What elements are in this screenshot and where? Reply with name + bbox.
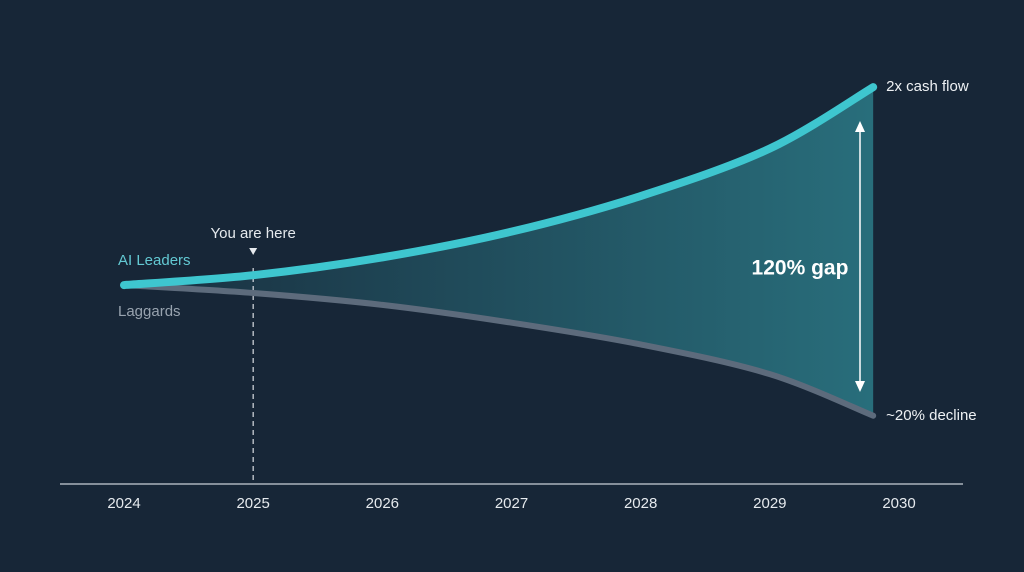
marker-arrow (249, 248, 258, 255)
x-tick-label: 2029 (753, 495, 786, 512)
gap-arrow-head (855, 121, 865, 132)
gap-label: 120% gap (752, 257, 849, 280)
x-tick-label: 2024 (107, 495, 140, 512)
x-tick-label: 2030 (882, 495, 915, 512)
marker-label: You are here (210, 225, 295, 242)
x-tick-label: 2027 (495, 495, 528, 512)
series-line (121, 282, 877, 419)
end-label: ~20% decline (886, 407, 976, 424)
x-tick-label: 2025 (236, 495, 269, 512)
gap-arrow-head (855, 381, 865, 392)
legend-label: AI Leaders (118, 252, 191, 269)
x-tick-label: 2026 (366, 495, 399, 512)
legend-label: Laggards (118, 303, 181, 320)
series-line (120, 83, 878, 290)
end-label: 2x cash flow (886, 78, 969, 95)
gap-area (124, 87, 874, 416)
x-tick-label: 2028 (624, 495, 657, 512)
